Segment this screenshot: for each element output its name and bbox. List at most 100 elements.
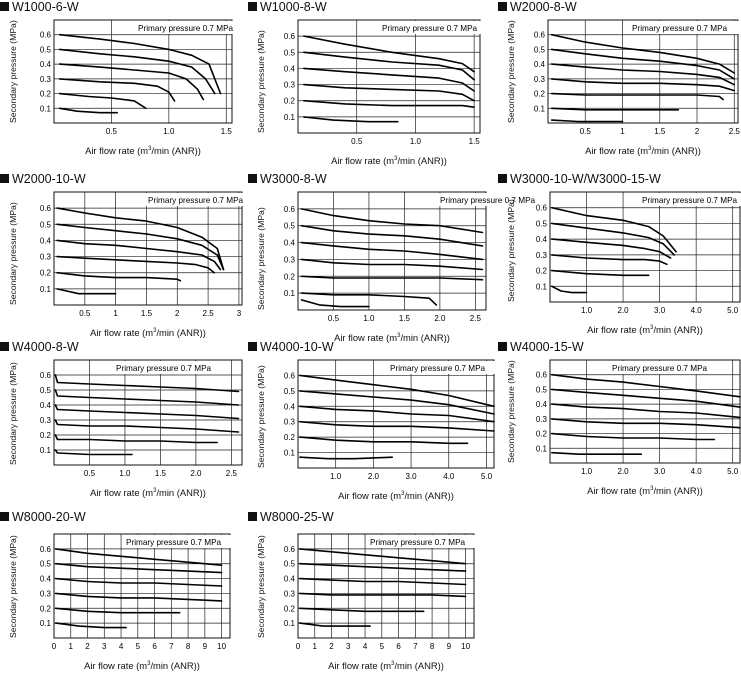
y-tick-label: 0.4	[284, 575, 296, 584]
series-line	[298, 607, 425, 613]
x-axis-label-prefix: Air flow rate (m	[328, 660, 392, 671]
y-tick-label: 0.3	[40, 589, 52, 598]
x-tick-label: 0	[296, 642, 301, 651]
x-tick-label: 0.5	[351, 137, 363, 146]
series-line	[551, 238, 672, 259]
x-tick-label: 1	[69, 642, 74, 651]
series-line	[56, 223, 225, 271]
x-axis-label-exponent: 3	[650, 485, 654, 492]
x-tick-label: 2.0	[618, 306, 630, 315]
series-line	[299, 420, 495, 432]
series-line	[300, 299, 370, 308]
x-axis-label-suffix: /min (ANR))	[653, 485, 703, 496]
x-tick-label: 4	[119, 642, 124, 651]
chart-title: W1000-6-W	[0, 0, 79, 14]
primary-pressure-label: Primary pressure 0.7 MPa	[148, 196, 244, 205]
legend-box	[114, 361, 230, 374]
chart-title: W3000-10-W/W3000-15-W	[498, 172, 661, 186]
legend-box	[380, 21, 496, 34]
series-line	[54, 404, 240, 420]
y-tick-label: 0.4	[536, 235, 548, 244]
series-line	[303, 99, 475, 108]
series-line	[58, 78, 176, 102]
x-tick-label: 3	[102, 642, 107, 651]
x-axis-label-exponent: 3	[153, 487, 157, 494]
y-tick-label: 0.5	[536, 219, 548, 228]
x-tick-label: 9	[447, 642, 452, 651]
series-line	[54, 449, 133, 456]
x-axis-label-prefix: Air flow rate (m	[90, 487, 154, 498]
chart-title: W8000-25-W	[248, 510, 334, 524]
x-axis-label: Air flow rate (m3/min (ANR))	[34, 145, 252, 156]
x-axis-label-exponent: 3	[147, 660, 151, 667]
y-tick-label: 0.4	[284, 239, 296, 248]
y-tick-label: 0.3	[284, 589, 296, 598]
plot-frame	[297, 19, 481, 134]
x-tick-label: 2.5	[226, 469, 238, 478]
chart-title: W2000-8-W	[498, 0, 577, 14]
y-tick-label: 0.6	[284, 371, 296, 380]
x-axis-label-exponent: 3	[394, 155, 398, 162]
x-tick-label: 5	[380, 642, 385, 651]
series-line	[550, 63, 736, 86]
y-tick-label: 0.1	[284, 449, 296, 458]
chart-plot: 0.1 0.2 0.3 0.4 0.5 0.6 0.5 1.0 1.5 2.0 2.5 Primary…	[284, 191, 536, 323]
series-line	[551, 373, 741, 398]
x-axis-label: Air flow rate (m3/min (ANR))	[528, 145, 741, 156]
x-axis-label-prefix: Air flow rate (m	[331, 155, 395, 166]
title-bullet-icon	[498, 342, 507, 351]
x-tick-label: 2.5	[729, 127, 741, 136]
x-tick-label: 2.0	[618, 467, 630, 476]
x-axis-label-prefix: Air flow rate (m	[587, 324, 651, 335]
x-axis-label: Air flow rate (m3/min (ANR))	[278, 490, 514, 501]
chart-plot: 0.1 0.2 0.3 0.4 0.5 0.6 0 1 2 3 4 5 6 7 8 9 10 Primary pr…	[40, 533, 240, 651]
y-tick-label: 0.1	[40, 285, 52, 294]
series-line	[300, 258, 484, 271]
chart-panel: W3000-8-W Secondary pressure (MPa) 0.1 0.2 0…	[248, 172, 536, 350]
chart-title-text: W3000-10-W/W3000-15-W	[510, 172, 661, 186]
legend-box	[630, 21, 741, 34]
y-tick-label: 0.6	[284, 545, 296, 554]
series-line	[54, 607, 181, 614]
series-line	[54, 592, 223, 602]
chart-plot: 0.1 0.2 0.3 0.4 0.5 0.6 0.5 1 1.5 2 2.5 Primary pre…	[534, 19, 741, 136]
primary-pressure-label: Primary pressure 0.7 MPa	[642, 196, 738, 205]
title-bullet-icon	[248, 342, 257, 351]
series-line	[550, 107, 680, 111]
x-tick-label: 1.0	[363, 314, 375, 323]
x-tick-label: 1.5	[141, 309, 153, 318]
x-axis-label-exponent: 3	[397, 332, 401, 339]
x-tick-label: 1	[313, 642, 318, 651]
y-tick-label: 0.5	[534, 45, 546, 54]
x-tick-label: 1.5	[654, 127, 666, 136]
x-axis-label: Air flow rate (m3/min (ANR))	[530, 485, 741, 496]
series-line	[303, 35, 475, 73]
x-tick-label: 0.5	[79, 309, 91, 318]
series-line	[551, 451, 643, 455]
series-line	[551, 285, 588, 294]
title-bullet-icon	[248, 2, 257, 11]
series-line	[550, 48, 736, 80]
series-line	[303, 116, 399, 123]
x-axis-label-suffix: /min (ANR))	[150, 660, 200, 671]
x-axis-label: Air flow rate (m3/min (ANR))	[34, 660, 250, 671]
x-axis-label: Air flow rate (m3/min (ANR))	[278, 155, 500, 166]
x-tick-label: 2.0	[190, 469, 202, 478]
y-tick-label: 0.2	[284, 433, 296, 442]
x-tick-label: 1.5	[155, 469, 167, 478]
x-tick-label: 6	[396, 642, 401, 651]
y-tick-label: 0.6	[40, 204, 52, 213]
plot-frame	[53, 533, 231, 639]
legend-box	[136, 21, 252, 34]
y-tick-label: 0.2	[40, 90, 52, 99]
plot-frame	[53, 19, 233, 124]
chart-title: W2000-10-W	[0, 172, 86, 186]
y-tick-label: 0.3	[534, 75, 546, 84]
y-tick-label: 0.2	[284, 97, 296, 106]
series-line	[58, 92, 147, 110]
y-tick-label: 0.6	[536, 371, 548, 380]
x-axis-label-suffix: /min (ANR))	[156, 487, 206, 498]
chart-title: W4000-8-W	[0, 340, 79, 354]
x-tick-label: 0.5	[328, 314, 340, 323]
x-axis-label: Air flow rate (m3/min (ANR))	[34, 487, 262, 498]
